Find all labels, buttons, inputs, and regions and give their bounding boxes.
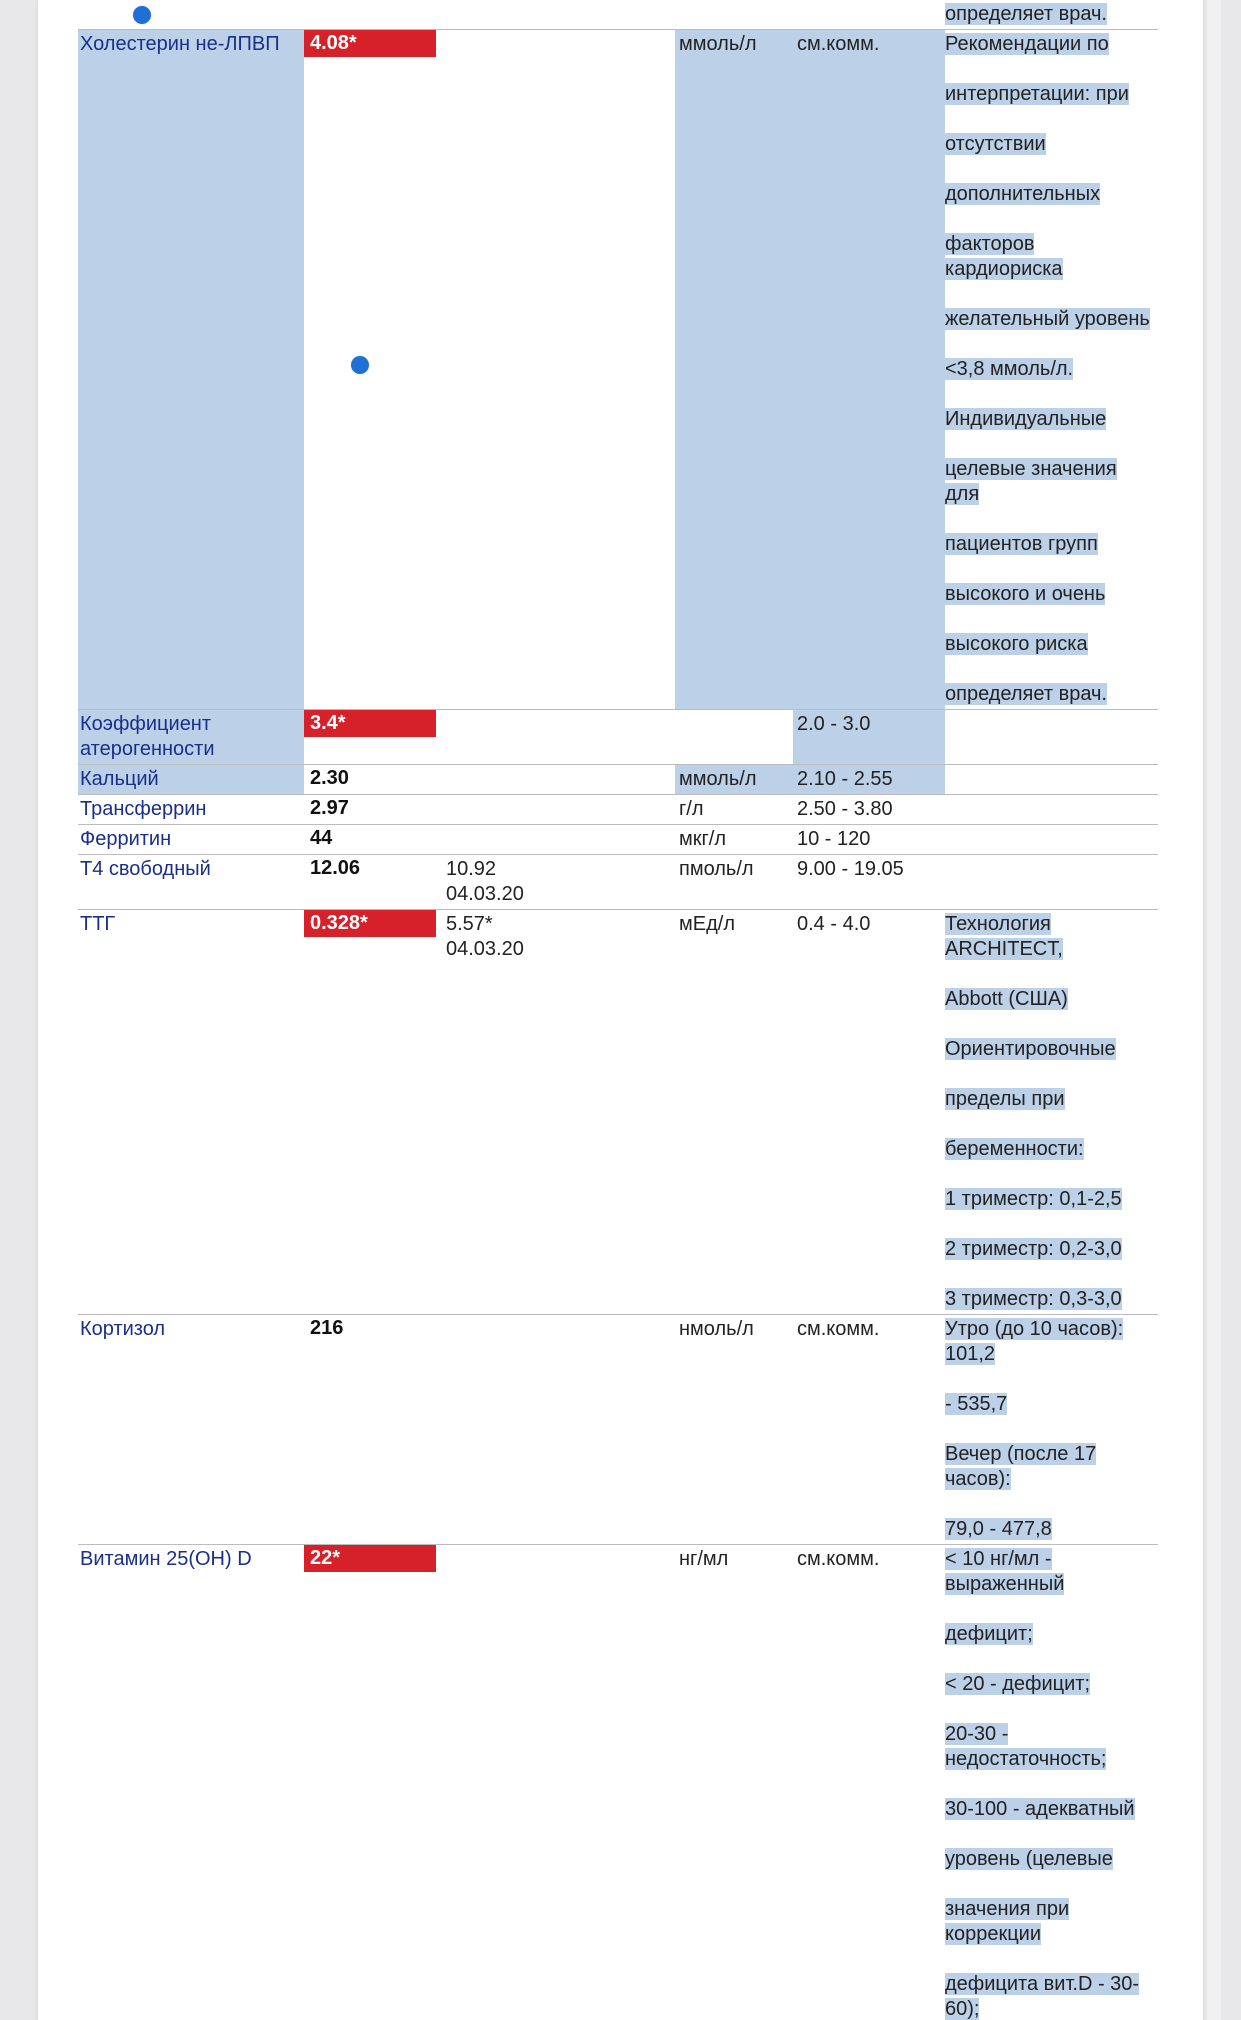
unit: пмоль/л bbox=[675, 855, 793, 909]
table-row: ТТГ0.328*5.57*04.03.20мЕд/л0.4 - 4.0Техн… bbox=[78, 910, 1158, 1315]
lab-results-table: определяет врач. Холестерин не-ЛПВП4.08* м… bbox=[78, 0, 1158, 2020]
table-row: Т4 свободный12.0610.9204.03.20пмоль/л9.0… bbox=[78, 855, 1158, 910]
table-row: Ферритин44 мкг/л10 - 120 bbox=[78, 825, 1158, 855]
result-value: 0.328* bbox=[304, 910, 442, 1314]
analyte-name: Ферритин bbox=[78, 825, 304, 854]
reference-range bbox=[793, 0, 945, 29]
previous-value bbox=[442, 1545, 675, 2020]
previous-value: 10.9204.03.20 bbox=[442, 855, 675, 909]
table-row: Коэффициент атерогенности3.4* 2.0 - 3.0 bbox=[78, 710, 1158, 765]
unit bbox=[675, 0, 793, 29]
notes bbox=[945, 855, 1158, 909]
unit: ммоль/л bbox=[675, 30, 793, 709]
previous-value bbox=[442, 765, 675, 794]
notes bbox=[945, 710, 1158, 764]
unit: нмоль/л bbox=[675, 1315, 793, 1544]
result-value: 2.30 bbox=[304, 765, 442, 794]
unit bbox=[675, 710, 793, 764]
table-row: Кортизол216 нмоль/лсм.комм.Утро (до 10 ча… bbox=[78, 1315, 1158, 1545]
previous-value bbox=[442, 0, 675, 29]
table-row: Холестерин не-ЛПВП4.08* ммоль/лсм.комм.Ре… bbox=[78, 30, 1158, 710]
analyte-name: Трансферрин bbox=[78, 795, 304, 824]
reference-range: 9.00 - 19.05 bbox=[793, 855, 945, 909]
reference-range: 2.10 - 2.55 bbox=[793, 765, 945, 794]
reference-range: 0.4 - 4.0 bbox=[793, 910, 945, 1314]
previous-value bbox=[442, 1315, 675, 1544]
analyte-name: ТТГ bbox=[78, 910, 304, 1314]
table-row: Трансферрин2.97 г/л2.50 - 3.80 bbox=[78, 795, 1158, 825]
notes: определяет врач. bbox=[945, 0, 1158, 29]
notes: Технология ARCHITECT,Abbott (США)Ориенти… bbox=[945, 910, 1158, 1314]
reference-range: см.комм. bbox=[793, 1545, 945, 2020]
result-value: 44 bbox=[304, 825, 442, 854]
notes: Рекомендации поинтерпретации: приотсутст… bbox=[945, 30, 1158, 709]
analyte-name bbox=[78, 0, 304, 29]
previous-value bbox=[442, 795, 675, 824]
reference-range: см.комм. bbox=[793, 30, 945, 709]
result-value bbox=[304, 0, 442, 29]
reference-range: 2.50 - 3.80 bbox=[793, 795, 945, 824]
previous-value bbox=[442, 710, 675, 764]
unit: г/л bbox=[675, 795, 793, 824]
previous-value: 5.57*04.03.20 bbox=[442, 910, 675, 1314]
table-row: Кальций2.30 ммоль/л2.10 - 2.55 bbox=[78, 765, 1158, 795]
result-value: 4.08* bbox=[304, 30, 442, 709]
previous-value bbox=[442, 825, 675, 854]
table-row: Витамин 25(OH) D22* нг/млсм.комм.< 10 нг/… bbox=[78, 1545, 1158, 2020]
notes bbox=[945, 765, 1158, 794]
notes: < 10 нг/мл - выраженныйдефицит;< 20 - де… bbox=[945, 1545, 1158, 2020]
document-page: определяет врач. Холестерин не-ЛПВП4.08* м… bbox=[38, 0, 1203, 2020]
analyte-name: Кальций bbox=[78, 765, 304, 794]
notes: Утро (до 10 часов): 101,2- 535,7Вечер (п… bbox=[945, 1315, 1158, 1544]
reference-range: см.комм. bbox=[793, 1315, 945, 1544]
unit: ммоль/л bbox=[675, 765, 793, 794]
result-value: 22* bbox=[304, 1545, 442, 2020]
result-value: 3.4* bbox=[304, 710, 442, 764]
scrollbar-track[interactable] bbox=[1207, 0, 1221, 2020]
result-value: 2.97 bbox=[304, 795, 442, 824]
result-value: 12.06 bbox=[304, 855, 442, 909]
analyte-name: Холестерин не-ЛПВП bbox=[78, 30, 304, 709]
analyte-name: Витамин 25(OH) D bbox=[78, 1545, 304, 2020]
result-value: 216 bbox=[304, 1315, 442, 1544]
notes bbox=[945, 795, 1158, 824]
unit: мЕд/л bbox=[675, 910, 793, 1314]
reference-range: 2.0 - 3.0 bbox=[793, 710, 945, 764]
analyte-name: Кортизол bbox=[78, 1315, 304, 1544]
reference-range: 10 - 120 bbox=[793, 825, 945, 854]
previous-value bbox=[442, 30, 675, 709]
notes bbox=[945, 825, 1158, 854]
analyte-name: Т4 свободный bbox=[78, 855, 304, 909]
unit: мкг/л bbox=[675, 825, 793, 854]
analyte-name: Коэффициент атерогенности bbox=[78, 710, 304, 764]
unit: нг/мл bbox=[675, 1545, 793, 2020]
table-row: определяет врач. bbox=[78, 0, 1158, 30]
